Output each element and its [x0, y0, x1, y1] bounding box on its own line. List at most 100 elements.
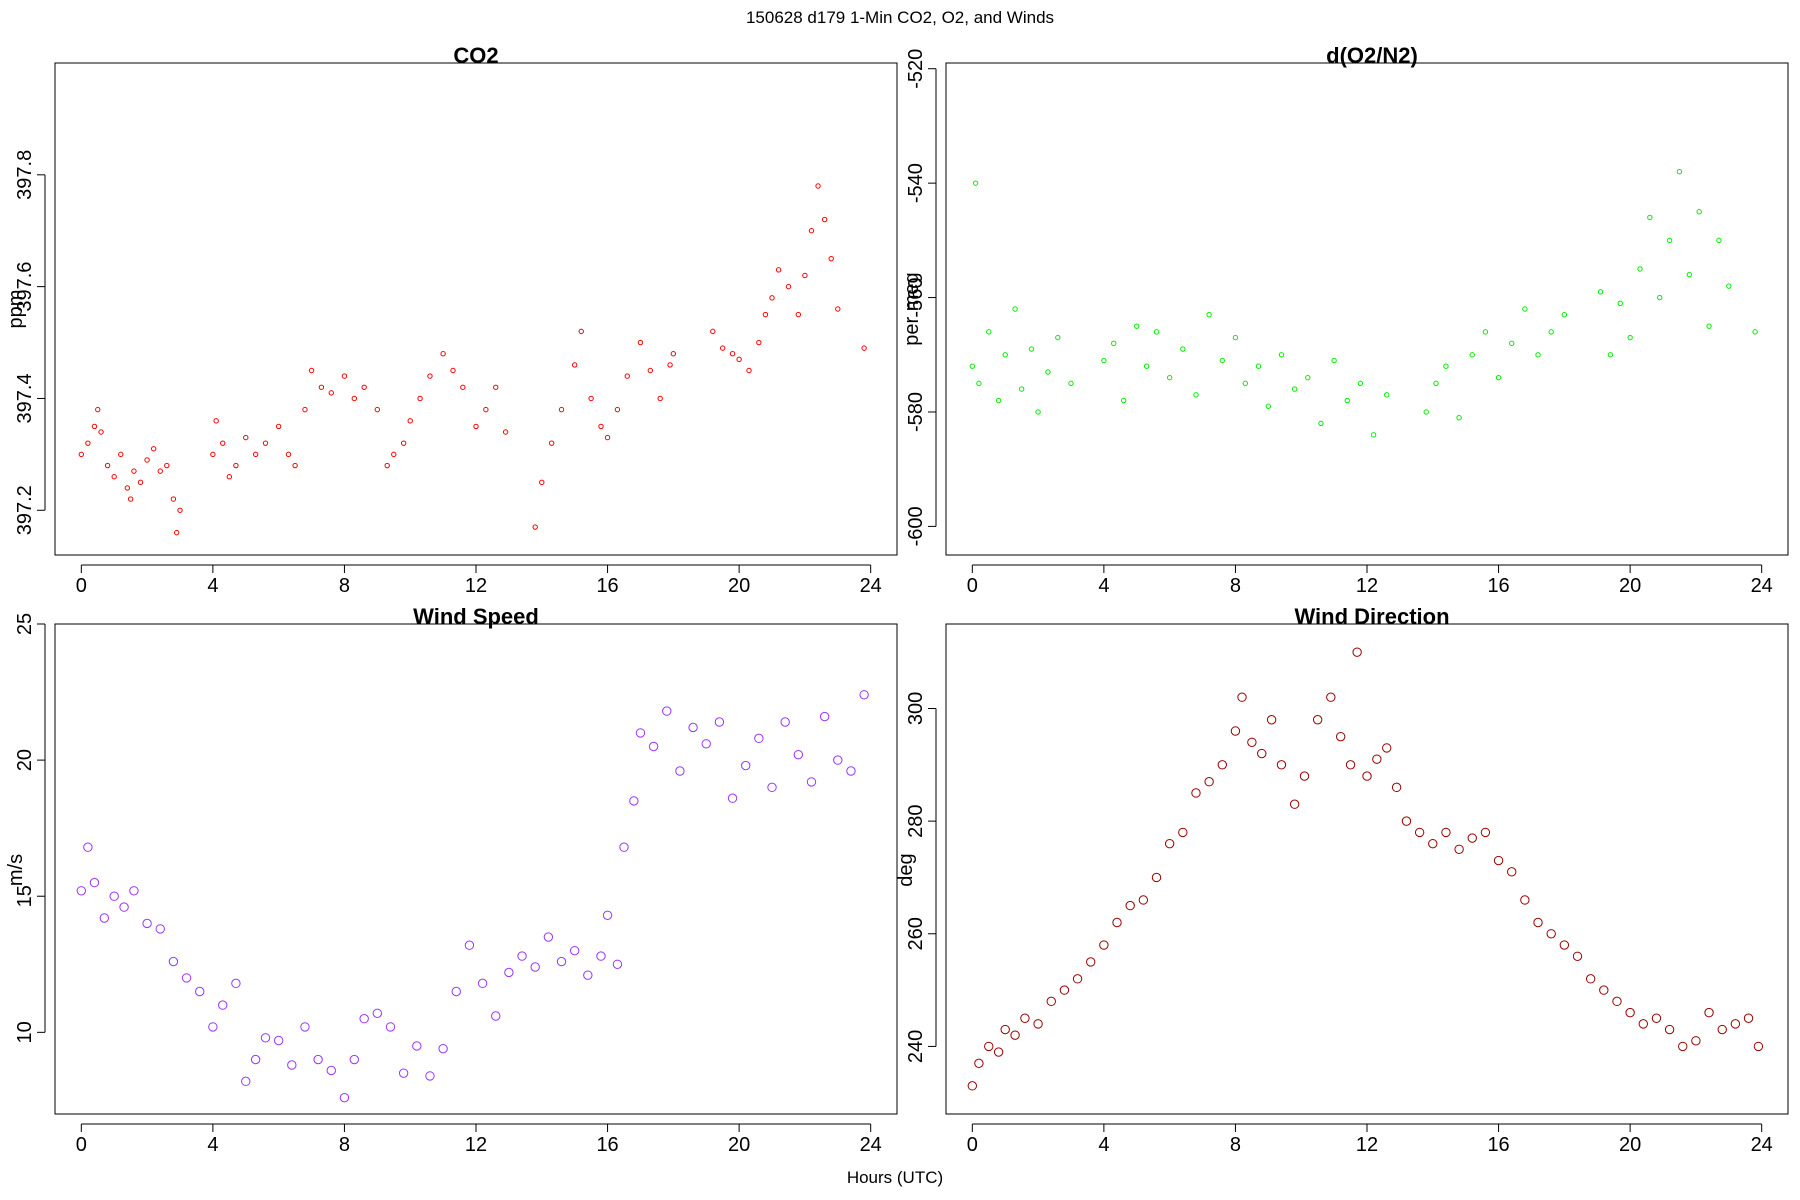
wind-speed-data-point	[619, 842, 629, 852]
o2-data-point	[1134, 323, 1140, 329]
wind-speed-data-point	[385, 1022, 396, 1032]
co2-data-point	[164, 462, 170, 469]
wind-direction-data-point	[1072, 974, 1083, 984]
co2-x-tick-label: 24	[860, 575, 882, 597]
wind-direction-panel: Wind Direction deg 0 4 8 12 16 20 24 240 260 280 3…	[895, 604, 1789, 1156]
wind-direction-plot-frame	[945, 623, 1789, 1115]
co2-data-point	[637, 339, 644, 346]
wind-direction-data-point	[1664, 1024, 1675, 1035]
o2-data-point	[1637, 266, 1643, 272]
co2-x-tick-label: 8	[339, 575, 350, 597]
wind-direction-data-point	[1743, 1013, 1754, 1023]
wind-speed-panel: Wind Speed m/s 0 4 8 12 16 20 24 10 15 20 25	[5, 604, 898, 1156]
wind-speed-data-point	[181, 973, 192, 983]
o2-data-point	[972, 180, 979, 186]
co2-data-point	[614, 406, 621, 413]
o2-data-point	[1647, 214, 1653, 221]
co2-data-point	[78, 451, 85, 458]
co2-data-point	[483, 406, 489, 413]
co2-data-point	[571, 362, 578, 368]
wind-direction-y-axis-label: deg	[895, 853, 917, 886]
wind-speed-data-point	[806, 777, 817, 787]
wind-direction-data-point	[1678, 1041, 1688, 1052]
wind-speed-data-point	[195, 986, 205, 997]
o2-data-point	[1180, 346, 1186, 352]
wind-direction-x-tick-label: 16	[1487, 1134, 1509, 1156]
o2-data-point	[1495, 374, 1502, 381]
o2-data-point	[1045, 369, 1051, 375]
wind-speed-data-point	[464, 940, 475, 950]
o2-x-tick-label: 16	[1487, 575, 1509, 597]
o2-data-point	[1018, 386, 1025, 392]
co2-data-points	[78, 183, 867, 536]
o2-axes: 0 4 8 12 16 20 24 -600 -580 -560 -540 -520	[905, 49, 1773, 597]
co2-data-point	[795, 311, 802, 318]
wind-speed-data-point	[119, 902, 129, 912]
wind-direction-data-point	[1382, 743, 1392, 753]
co2-data-point	[124, 485, 131, 491]
o2-data-point	[1617, 300, 1623, 306]
co2-data-point	[302, 406, 308, 413]
wind-direction-data-point	[1125, 900, 1135, 911]
o2-data-point	[1752, 329, 1758, 335]
wind-speed-data-point	[83, 842, 93, 852]
co2-data-point	[318, 384, 325, 390]
co2-x-tick-label: 16	[596, 575, 618, 597]
wind-speed-data-point	[218, 1000, 228, 1010]
wind-direction-data-point	[1247, 737, 1257, 747]
o2-data-point	[1002, 352, 1008, 358]
co2-data-point	[460, 384, 466, 390]
o2-y-axis-label: per meg	[901, 272, 923, 345]
wind-direction-data-point	[974, 1058, 984, 1069]
wind-speed-data-point	[129, 886, 139, 896]
wind-direction-data-point	[1266, 715, 1277, 725]
wind-speed-data-point	[273, 1035, 284, 1046]
o2-data-points	[969, 168, 1758, 438]
wind-speed-data-point	[438, 1043, 448, 1054]
wind-speed-data-point	[754, 733, 764, 744]
co2-plot-frame	[54, 62, 898, 556]
wind-speed-axes: 0 4 8 12 16 20 24 10 15 20 25	[14, 613, 882, 1156]
co2-data-point	[285, 451, 292, 458]
wind-direction-data-point	[1467, 833, 1477, 843]
wind-speed-data-point	[109, 891, 119, 901]
co2-data-point	[835, 306, 841, 312]
wind-speed-data-point	[313, 1054, 323, 1065]
o2-data-point	[1318, 420, 1324, 427]
o2-data-point	[1101, 357, 1107, 364]
wind-direction-data-points	[967, 647, 1764, 1091]
wind-speed-data-point	[714, 717, 725, 727]
wind-speed-data-point	[339, 1092, 350, 1103]
o2-data-point	[1357, 380, 1364, 387]
o2-y-tick-label: -540	[905, 163, 927, 203]
co2-data-point	[815, 183, 821, 189]
co2-data-point	[173, 529, 180, 536]
co2-data-point	[578, 328, 584, 335]
wind-speed-data-point	[556, 956, 567, 967]
co2-data-point	[407, 418, 413, 424]
wind-speed-data-point	[504, 967, 514, 978]
o2-data-point	[1153, 329, 1160, 335]
o2-data-point	[1696, 209, 1702, 215]
o2-data-point	[1331, 357, 1337, 364]
co2-data-point	[131, 468, 137, 474]
co2-data-point	[558, 406, 565, 413]
co2-data-point	[450, 367, 456, 374]
co2-data-point	[213, 418, 219, 424]
co2-data-point	[736, 356, 742, 363]
wind-direction-data-point	[1112, 917, 1122, 928]
wind-direction-data-point	[967, 1081, 978, 1091]
co2-data-point	[391, 451, 397, 458]
wind-direction-data-point	[1217, 760, 1227, 770]
wind-speed-data-point	[846, 766, 856, 776]
wind-direction-data-point	[1010, 1030, 1020, 1040]
o2-data-point	[1242, 380, 1249, 387]
co2-data-point	[647, 367, 654, 374]
o2-data-point	[976, 380, 982, 387]
wind-speed-data-point	[675, 766, 685, 776]
co2-data-point	[118, 451, 124, 458]
wind-speed-x-tick-label: 8	[339, 1134, 350, 1156]
co2-data-point	[710, 328, 716, 335]
o2-data-point	[1535, 352, 1541, 358]
wind-speed-data-point	[349, 1054, 360, 1065]
